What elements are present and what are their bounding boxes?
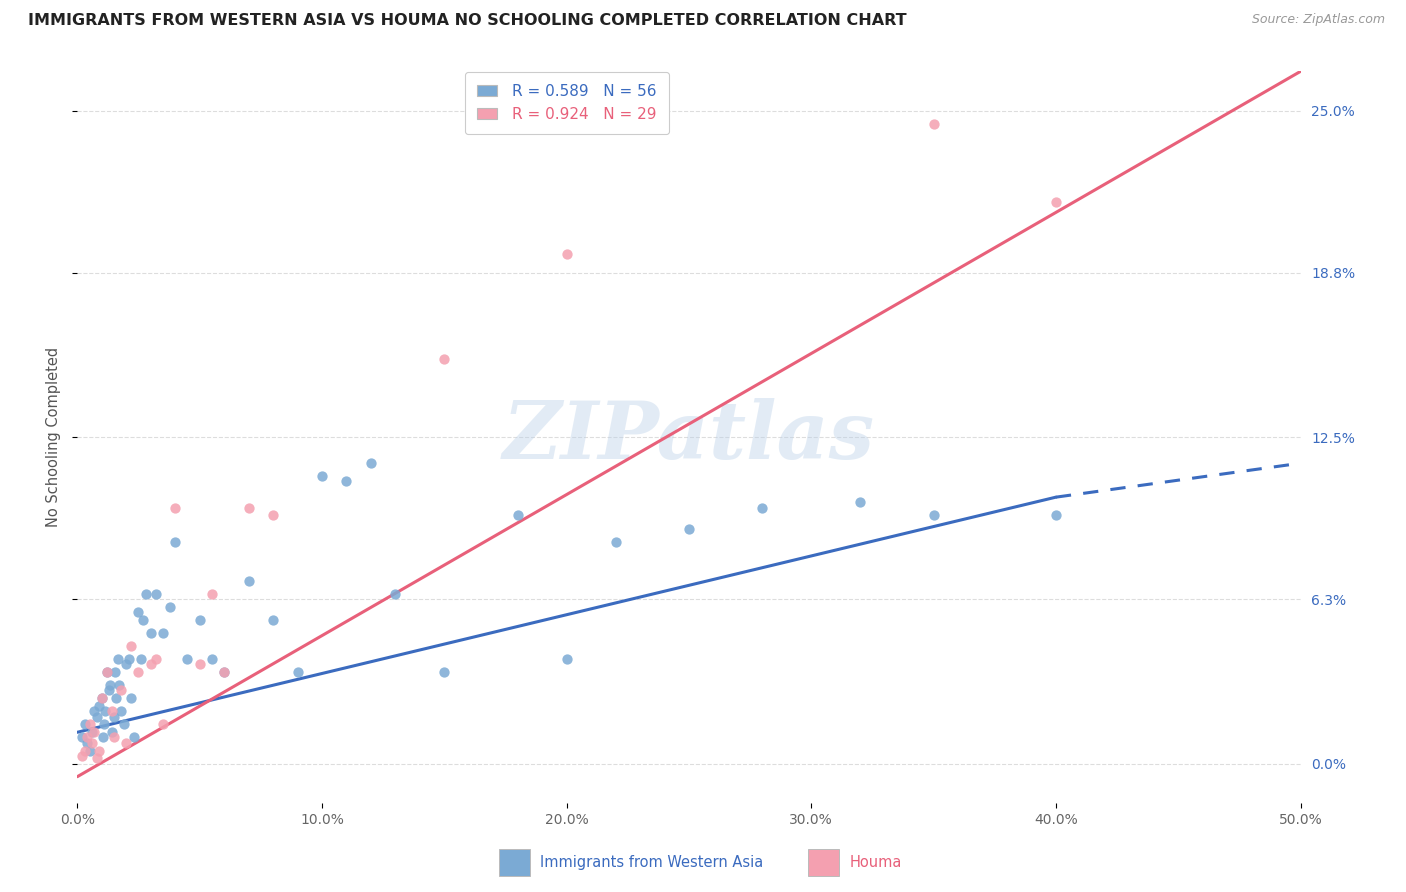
Point: [128, 665, 150, 680]
Point: [96, 665, 118, 680]
Point: [120, 639, 142, 653]
Point: [112, 717, 135, 731]
Point: [83, 725, 105, 739]
Text: IMMIGRANTS FROM WESTERN ASIA VS HOUMA NO SCHOOLING COMPLETED CORRELATION CHART: IMMIGRANTS FROM WESTERN ASIA VS HOUMA NO…: [28, 13, 907, 29]
Point: [360, 456, 382, 470]
Point: [76, 736, 98, 750]
Point: [922, 508, 945, 523]
Point: [238, 500, 260, 515]
Point: [115, 736, 138, 750]
Point: [80, 725, 103, 739]
Point: [96, 665, 118, 680]
Point: [555, 247, 578, 261]
Point: [433, 665, 456, 680]
Point: [262, 508, 284, 523]
Point: [605, 534, 627, 549]
Point: [188, 657, 211, 672]
Text: Source: ZipAtlas.com: Source: ZipAtlas.com: [1251, 13, 1385, 27]
Point: [201, 587, 224, 601]
Point: [922, 117, 945, 131]
Point: [287, 665, 309, 680]
Point: [107, 652, 129, 666]
Point: [100, 705, 122, 719]
Point: [139, 657, 162, 672]
Point: [335, 475, 357, 489]
Point: [105, 691, 128, 706]
Point: [73, 717, 96, 731]
Point: [165, 534, 187, 549]
Point: [89, 699, 111, 714]
Point: [104, 665, 127, 680]
Point: [159, 599, 181, 614]
Point: [433, 351, 456, 366]
Point: [212, 665, 235, 680]
Point: [132, 613, 155, 627]
Point: [115, 657, 138, 672]
Point: [79, 743, 101, 757]
Point: [79, 717, 101, 731]
Point: [849, 495, 872, 509]
Point: [70, 731, 93, 745]
Point: [201, 652, 224, 666]
Point: [152, 717, 174, 731]
Point: [176, 652, 198, 666]
Point: [98, 678, 121, 692]
Point: [90, 691, 112, 706]
Point: [262, 613, 284, 627]
Point: [122, 731, 145, 745]
Point: [1045, 194, 1067, 209]
Point: [145, 587, 167, 601]
Point: [212, 665, 235, 680]
Point: [83, 705, 105, 719]
Point: [128, 605, 150, 619]
Point: [145, 652, 167, 666]
Point: [108, 678, 131, 692]
Point: [152, 626, 174, 640]
Point: [100, 725, 122, 739]
Point: [311, 469, 333, 483]
Point: [751, 500, 773, 515]
Point: [110, 705, 132, 719]
Point: [129, 652, 152, 666]
Point: [120, 691, 142, 706]
Point: [506, 508, 529, 523]
Point: [86, 751, 108, 765]
Point: [238, 574, 260, 588]
Point: [90, 691, 112, 706]
Text: Immigrants from Western Asia: Immigrants from Western Asia: [540, 855, 763, 870]
Point: [94, 705, 117, 719]
Point: [103, 709, 125, 723]
Point: [165, 500, 187, 515]
Point: [70, 748, 93, 763]
Legend: R = 0.589   N = 56, R = 0.924   N = 29: R = 0.589 N = 56, R = 0.924 N = 29: [464, 71, 669, 134]
Point: [103, 731, 125, 745]
Point: [89, 743, 111, 757]
Point: [76, 731, 98, 745]
Text: ZIPatlas: ZIPatlas: [503, 399, 875, 475]
Point: [384, 587, 406, 601]
Text: Houma: Houma: [849, 855, 901, 870]
Y-axis label: No Schooling Completed: No Schooling Completed: [45, 347, 60, 527]
Point: [98, 683, 121, 698]
Point: [678, 521, 700, 535]
Point: [80, 736, 103, 750]
Point: [86, 709, 108, 723]
Point: [1045, 508, 1067, 523]
Point: [73, 743, 96, 757]
Point: [188, 613, 211, 627]
Point: [110, 683, 132, 698]
Point: [91, 731, 114, 745]
Point: [118, 652, 141, 666]
Point: [139, 626, 162, 640]
Point: [93, 717, 115, 731]
Point: [135, 587, 157, 601]
Point: [555, 652, 578, 666]
